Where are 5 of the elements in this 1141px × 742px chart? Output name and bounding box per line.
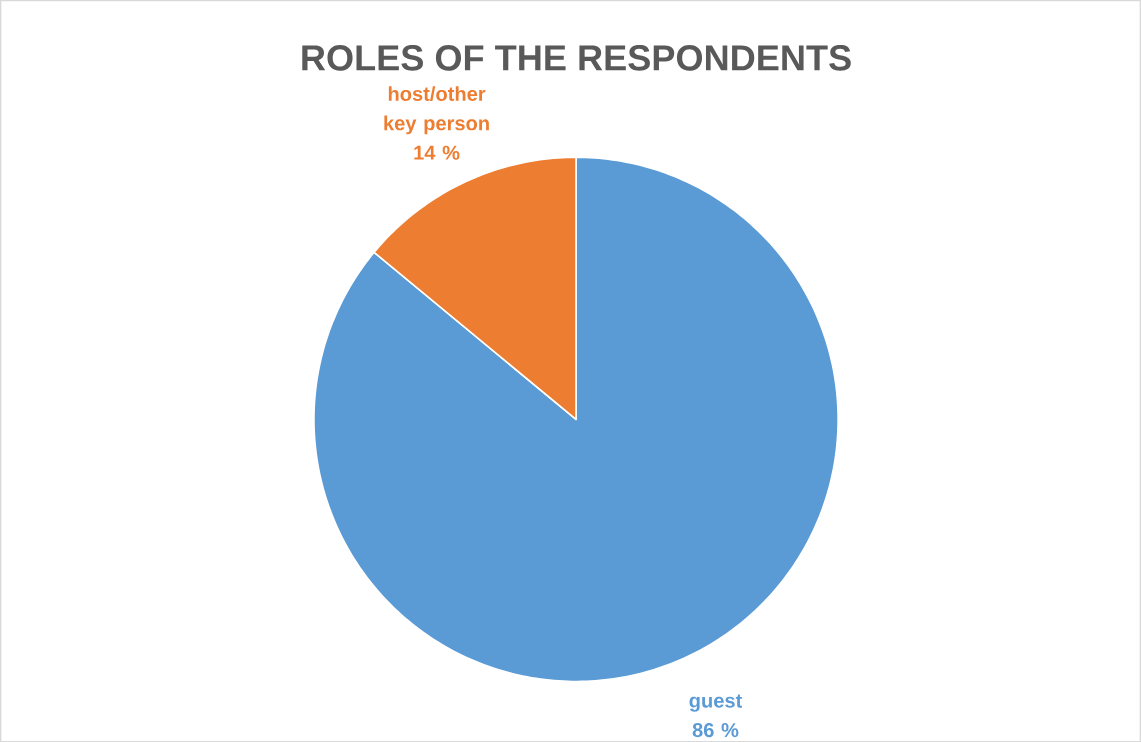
data-label: 86 % [692,722,739,737]
chart-title: ROLES OF THE RESPONDENTS [302,44,851,71]
slice-label: guest [689,694,743,712]
data-label: 14 % [414,145,460,160]
slice-label: host/other key person [384,85,489,135]
